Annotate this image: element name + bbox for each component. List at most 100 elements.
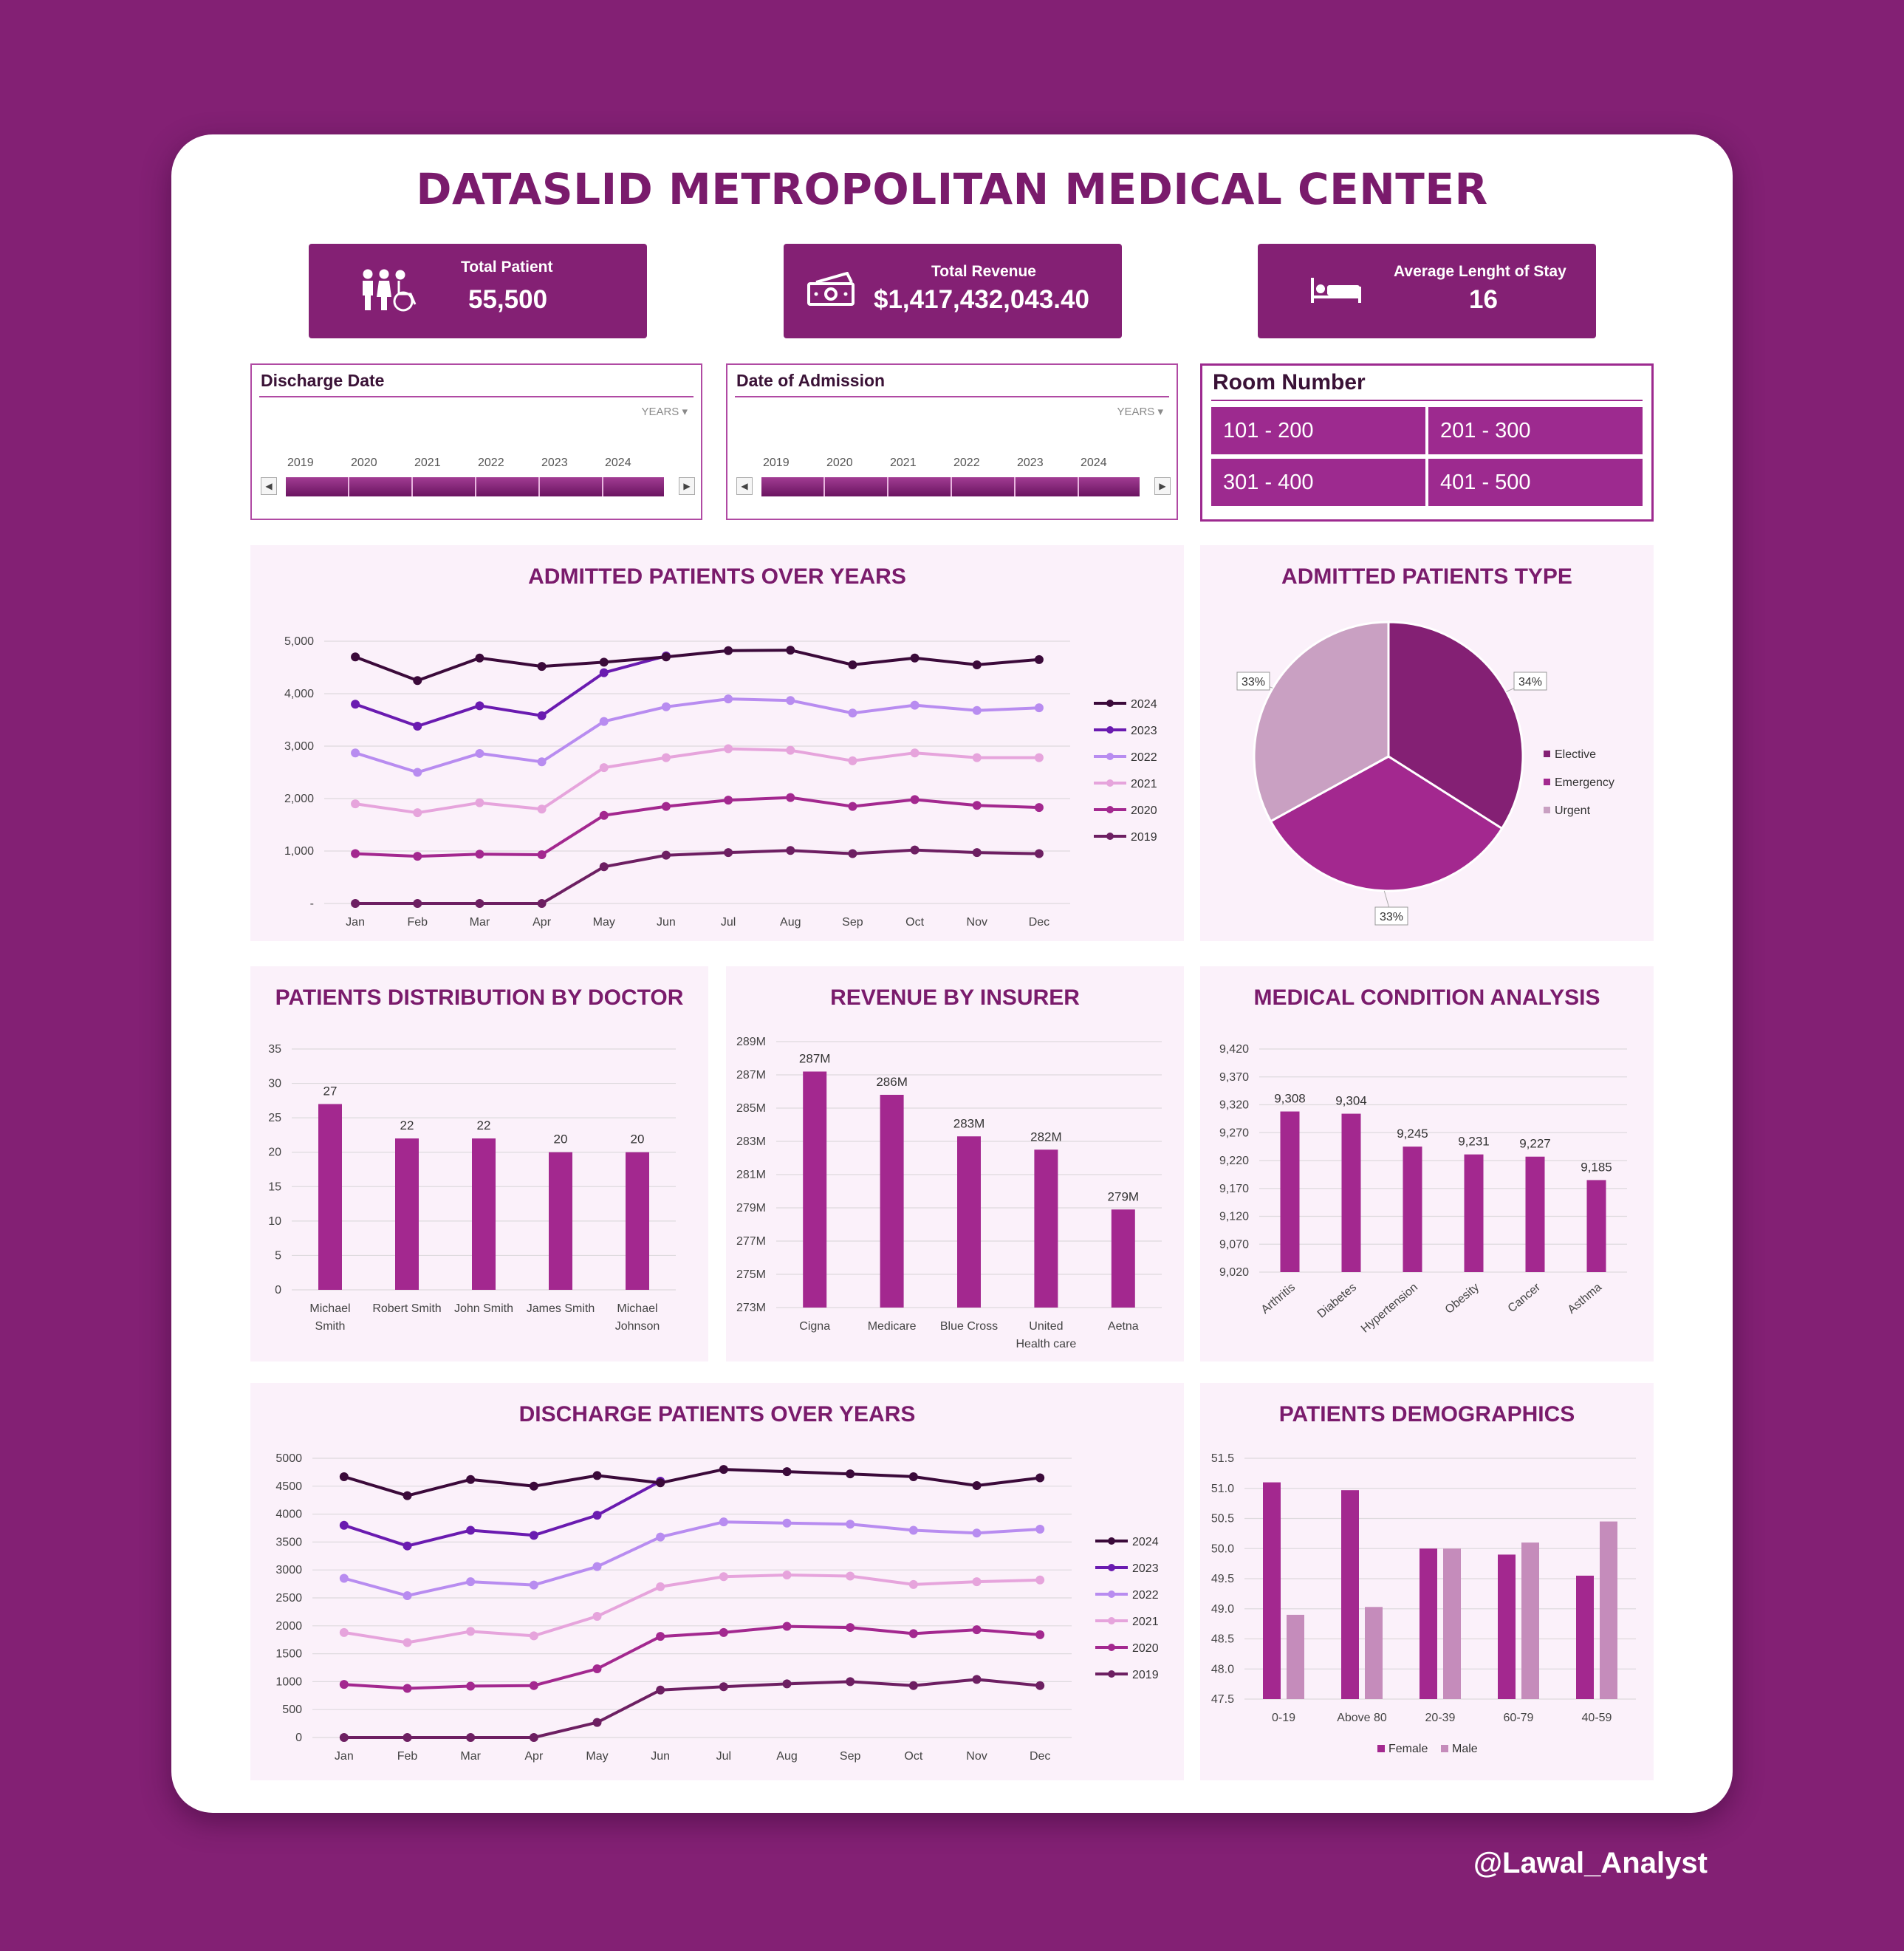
data-point-2020 — [592, 1664, 602, 1674]
data-point-2023 — [351, 700, 360, 709]
legend-swatch — [1544, 779, 1550, 785]
year-label[interactable]: 2024 — [605, 457, 631, 469]
data-point-2023 — [466, 1525, 476, 1535]
demographics-chart-panel: PATIENTS DEMOGRAPHICS 47.5 48.0 48.5 49.0 49… — [1200, 1383, 1654, 1780]
year-label[interactable]: 2023 — [1017, 457, 1044, 469]
data-point-2020 — [908, 1629, 918, 1639]
y-tick-label: 35 — [268, 1043, 281, 1056]
data-point-2022 — [413, 768, 422, 777]
room-option-201-300[interactable]: 201 - 300 — [1428, 407, 1643, 454]
data-point-2021 — [908, 1579, 918, 1589]
doctor-bar-chart: 0 5 10 15 20 25 30 35 27 Michael Smith 22 Robert Smi… — [268, 1043, 676, 1333]
bar — [880, 1095, 904, 1308]
insurer-bar-chart: 273M 275M 277M 279M 281M 283M 285M 287M 289M 287M… — [736, 1036, 1162, 1350]
data-point-2020 — [661, 802, 671, 811]
legend-label: 2021 — [1131, 778, 1157, 790]
data-label: 286M — [876, 1075, 908, 1089]
chart-title: DISCHARGE PATIENTS OVER YEARS — [518, 1402, 916, 1426]
legend-swatch — [1377, 1745, 1385, 1752]
data-label: 9,308 — [1274, 1092, 1306, 1106]
year-label[interactable]: 2022 — [953, 457, 980, 469]
timeline-tick — [348, 477, 349, 496]
bar-male — [1365, 1607, 1383, 1699]
year-label[interactable]: 2023 — [541, 457, 568, 469]
data-point-2019 — [537, 899, 547, 908]
discharge-chart-panel: DISCHARGE PATIENTS OVER YEARS 0 500 1000 15… — [250, 1383, 1184, 1780]
kpi-revenue-value: $1,417,432,043.40 — [874, 285, 1089, 314]
data-point-2020 — [413, 852, 422, 861]
x-tick-label: Michael — [309, 1302, 350, 1315]
data-point-2024 — [1034, 655, 1044, 664]
data-point-2020 — [910, 795, 920, 804]
scroll-right-icon[interactable]: ▶ — [1154, 477, 1171, 495]
legend-label: Emergency — [1555, 776, 1614, 789]
data-point-2019 — [466, 1733, 476, 1742]
discharge-date-slicer[interactable]: Discharge Date YEARS ▾ 2019 2020 2021 20… — [250, 363, 702, 520]
data-point-2024 — [972, 1481, 982, 1491]
year-label[interactable]: 2021 — [414, 457, 441, 469]
period-label: YEARS — [641, 406, 679, 418]
kpi-total-revenue: Total Revenue $1,417,432,043.40 — [784, 244, 1122, 338]
data-point-2019 — [719, 1682, 728, 1692]
y-tick-label: 9,120 — [1219, 1211, 1249, 1223]
period-dropdown[interactable]: YEARS ▾ — [1117, 405, 1163, 418]
data-point-2021 — [592, 1611, 602, 1621]
room-option-401-500[interactable]: 401 - 500 — [1428, 459, 1643, 506]
data-label: 9,185 — [1581, 1160, 1612, 1174]
data-point-2020 — [1035, 1630, 1045, 1639]
y-tick-label: 9,070 — [1219, 1238, 1249, 1251]
data-point-2024 — [661, 652, 671, 662]
scroll-left-icon[interactable]: ◀ — [736, 477, 753, 495]
legend-swatch — [1544, 751, 1550, 757]
room-option-101-200[interactable]: 101 - 200 — [1211, 407, 1425, 454]
legend-label: 2020 — [1132, 1642, 1159, 1655]
money-icon — [807, 272, 855, 306]
legend-marker — [1106, 700, 1114, 707]
data-label: 9,245 — [1397, 1127, 1428, 1141]
y-tick-label: 273M — [736, 1302, 766, 1314]
x-tick-label: Oct — [904, 1750, 922, 1763]
year-label[interactable]: 2021 — [890, 457, 917, 469]
admission-date-slicer[interactable]: Date of Admission YEARS ▾ 2019 2020 2021… — [726, 363, 1178, 520]
admitted-line-chart: - 1,000 2,000 3,000 4,000 5,000 Jan Feb Mar Apr Ma… — [284, 635, 1157, 929]
period-dropdown[interactable]: YEARS ▾ — [641, 405, 688, 418]
legend-marker — [1106, 833, 1114, 840]
year-label[interactable]: 2019 — [763, 457, 790, 469]
data-point-2021 — [661, 753, 671, 762]
types-chart-panel: ADMITTED PATIENTS TYPE 34% 33% 33% Elective… — [1200, 545, 1654, 941]
legend-marker — [1108, 1644, 1115, 1651]
bar — [626, 1152, 649, 1290]
data-label: 27 — [323, 1084, 338, 1098]
year-label[interactable]: 2019 — [287, 457, 314, 469]
data-point-2022 — [475, 748, 484, 758]
scroll-right-icon[interactable]: ▶ — [679, 477, 695, 495]
x-tick-label: Asthma — [1566, 1281, 1605, 1316]
data-label: 20 — [631, 1132, 645, 1147]
room-number-slicer: Room Number 101 - 200 201 - 300 301 - 40… — [1200, 363, 1654, 522]
year-label[interactable]: 2022 — [478, 457, 504, 469]
discharge-line-chart: 0 500 1000 1500 2000 2500 3000 3500 4000 4500 5000… — [275, 1452, 1159, 1763]
year-label[interactable]: 2024 — [1081, 457, 1107, 469]
series-line-2024 — [355, 649, 1040, 683]
types-pie-chart: 34% 33% 33% Elective Emergency Urgent — [1236, 621, 1614, 926]
data-point-2022 — [908, 1525, 918, 1535]
y-tick-label: 51.0 — [1211, 1483, 1234, 1495]
year-label[interactable]: 2020 — [826, 457, 853, 469]
room-option-301-400[interactable]: 301 - 400 — [1211, 459, 1425, 506]
year-label[interactable]: 2020 — [351, 457, 377, 469]
data-point-2021 — [351, 799, 360, 809]
legend-label: 2024 — [1132, 1536, 1159, 1548]
x-tick-label: Obesity — [1443, 1281, 1482, 1316]
bar-female — [1498, 1554, 1516, 1699]
scroll-left-icon[interactable]: ◀ — [261, 477, 277, 495]
timeline-tick — [475, 477, 476, 496]
data-point-2023 — [537, 711, 547, 720]
legend-marker — [1108, 1670, 1115, 1678]
legend-label: Female — [1388, 1743, 1428, 1755]
legend-swatch — [1544, 807, 1550, 813]
data-point-2019 — [475, 899, 484, 908]
y-tick-label: 1000 — [275, 1675, 302, 1688]
data-point-2020 — [403, 1684, 412, 1693]
bar-male — [1287, 1614, 1304, 1699]
data-point-2022 — [661, 702, 671, 711]
